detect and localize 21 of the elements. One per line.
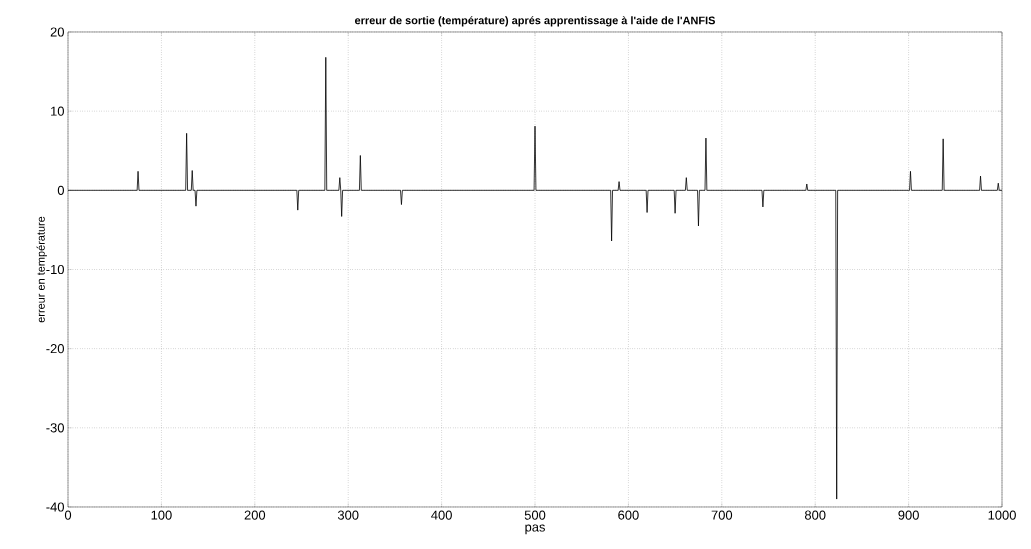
y-axis-title: erreur en température — [36, 216, 47, 323]
x-tick-label: 1000 — [988, 510, 1016, 520]
y-tick-label: -20 — [46, 344, 64, 354]
x-tick-label: 600 — [618, 510, 639, 520]
x-tick-label: 100 — [151, 510, 172, 520]
y-tick-label: -30 — [46, 423, 64, 433]
y-tick-label: -40 — [46, 502, 64, 512]
y-tick-label: 0 — [57, 185, 64, 195]
x-axis-title: pas — [525, 524, 545, 535]
x-tick-label: 400 — [431, 510, 452, 520]
x-tick-label: 500 — [524, 510, 546, 520]
y-tick-label: -10 — [46, 264, 64, 275]
chart-title: erreur de sortie (température) aprés apprentissage à l'aide de l'ANFIS — [354, 16, 715, 27]
x-tick-label: 700 — [711, 510, 733, 520]
y-tick-label: 10 — [51, 106, 64, 116]
x-tick-label: 800 — [804, 510, 826, 520]
y-tick-label: 20 — [50, 27, 64, 37]
x-tick-label: 0 — [64, 510, 72, 520]
x-tick-label: 900 — [898, 510, 919, 520]
x-tick-label: 300 — [337, 510, 359, 520]
x-tick-label: 200 — [244, 510, 266, 520]
